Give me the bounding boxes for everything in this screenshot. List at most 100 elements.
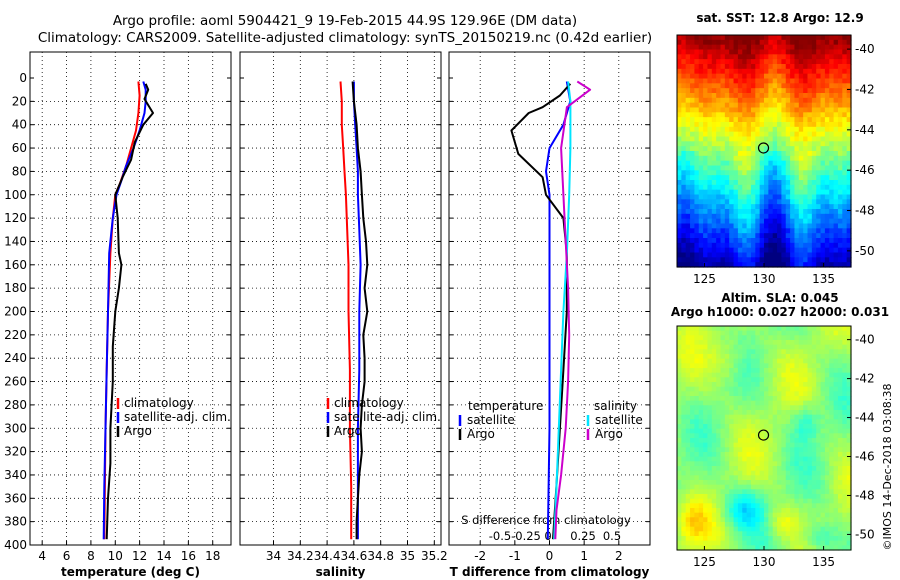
map-cell (781, 484, 787, 490)
map-cell (798, 64, 804, 70)
map-cell (720, 146, 726, 152)
map-cell (842, 252, 848, 258)
map-cell (837, 410, 843, 416)
map-cell (846, 39, 852, 46)
map-cell (790, 78, 796, 84)
map-cell (724, 83, 730, 89)
map-cell (790, 160, 796, 167)
map-cell (764, 204, 769, 210)
map-cell (803, 540, 809, 546)
map-cell (794, 433, 800, 439)
map-cell (764, 242, 769, 249)
map-cell (746, 213, 752, 220)
map-cell (694, 377, 700, 383)
map-cell (811, 498, 817, 504)
map-cell (807, 68, 813, 75)
map-cell (733, 165, 739, 171)
map-cell (785, 503, 791, 509)
map-cell (790, 400, 796, 406)
map-cell (750, 228, 756, 234)
map-cell (694, 160, 700, 167)
map-cell (703, 330, 709, 336)
map-cell (768, 400, 774, 406)
map-cell (746, 136, 752, 142)
map-cell (711, 489, 717, 495)
map-cell (829, 112, 835, 118)
map-cell (703, 204, 709, 210)
map-cell (711, 540, 717, 546)
map-cell (790, 165, 796, 171)
map-cell (824, 252, 830, 258)
map-cell (755, 414, 761, 420)
map-cell (755, 508, 761, 514)
map-cell (750, 141, 756, 147)
map-cell (733, 204, 739, 210)
map-cell (794, 396, 800, 402)
map-cell (694, 35, 700, 41)
map-cell (807, 405, 813, 411)
map-cell (820, 262, 826, 268)
map-cell (820, 112, 826, 118)
map-cell (750, 252, 756, 258)
map-cell (798, 83, 804, 89)
map-cell (824, 526, 830, 532)
map-cell (716, 372, 722, 378)
map-cell (768, 223, 774, 229)
map-cell (816, 64, 822, 70)
map-cell (785, 461, 791, 467)
map-cell (755, 536, 761, 542)
map-cell (807, 424, 813, 430)
map-cell (755, 452, 761, 458)
map-cell (772, 452, 778, 458)
map-cell (716, 517, 722, 523)
map-cell (742, 88, 748, 94)
map-cell (698, 531, 704, 537)
map-cell (820, 466, 826, 472)
map-cell (685, 461, 691, 467)
map-cell (737, 242, 743, 249)
x-tick-label: 34.6 (341, 549, 368, 563)
map-cell (768, 146, 774, 152)
map-cell (790, 470, 796, 476)
map-cell (677, 175, 682, 181)
map-cell (746, 112, 752, 118)
map-cell (694, 112, 700, 118)
map-cell (746, 512, 752, 518)
map-cell (837, 326, 843, 332)
map-cell (733, 508, 739, 514)
map-cell (759, 372, 765, 378)
map-cell (829, 247, 835, 254)
map-cell (755, 461, 761, 467)
map-cell (698, 204, 704, 210)
map-cell (846, 88, 852, 94)
map-cell (781, 160, 787, 167)
map-cell (724, 531, 730, 537)
map-cell (759, 522, 765, 528)
map-cell (811, 262, 817, 268)
map-cell (685, 414, 691, 420)
map-cell (703, 68, 709, 75)
map-cell (737, 257, 743, 263)
map-cell (764, 363, 769, 369)
map-cell (729, 405, 735, 411)
map-cell (694, 475, 700, 481)
map-cell (790, 83, 796, 89)
map-cell (711, 372, 717, 378)
map-cell (703, 419, 709, 425)
map-cell (803, 122, 809, 128)
map-cell (711, 59, 717, 65)
map-cell (764, 68, 769, 75)
map-cell (781, 382, 787, 388)
map-cell (816, 522, 822, 528)
map-cell (724, 204, 730, 210)
map-cell (746, 545, 752, 551)
map-cell (707, 238, 713, 244)
map-cell (729, 209, 735, 215)
map-cell (750, 494, 756, 500)
map-cell (707, 349, 713, 355)
map-cell (772, 141, 778, 147)
map-cell (785, 489, 791, 495)
map-cell (833, 180, 839, 186)
map-cell (781, 141, 787, 147)
map-cell (698, 438, 704, 444)
